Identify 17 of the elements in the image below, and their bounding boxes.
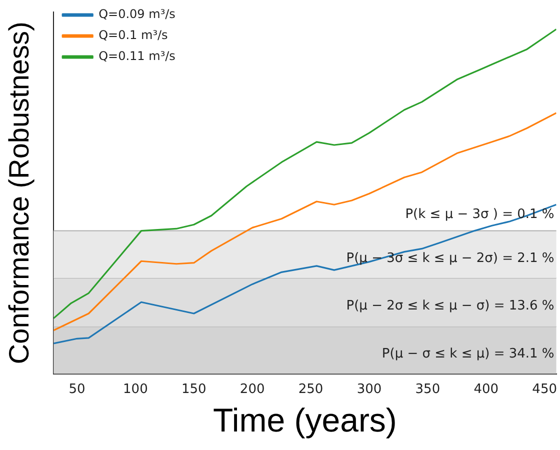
x-tick-label: 350 xyxy=(415,382,440,397)
x-tick-label: 100 xyxy=(123,382,148,397)
x-tick-label: 200 xyxy=(240,382,265,397)
x-tick-label: 300 xyxy=(356,382,382,397)
band-label: P(μ − σ ≤ k ≤ μ) = 34.1 % xyxy=(382,346,554,362)
legend-label: Q=0.11 m³/s xyxy=(98,49,176,64)
x-tick-label: 250 xyxy=(298,382,324,397)
x-tick-label: 400 xyxy=(474,382,499,397)
band-label: P(μ − 2σ ≤ k ≤ μ − σ) = 13.6 % xyxy=(346,298,554,314)
x-tick-label: 450 xyxy=(532,382,558,397)
legend-label: Q=0.09 m³/s xyxy=(98,7,176,22)
x-tick-label: 150 xyxy=(181,382,206,397)
x-tick-label: 50 xyxy=(68,382,86,397)
y-axis-title: Conformance (Robustness) xyxy=(4,22,35,364)
band-label: P(μ − 3σ ≤ k ≤ μ − 2σ) = 2.1 % xyxy=(346,250,554,266)
legend-label: Q=0.1 m³/s xyxy=(98,28,168,42)
x-axis-title: Time (years) xyxy=(212,401,397,438)
